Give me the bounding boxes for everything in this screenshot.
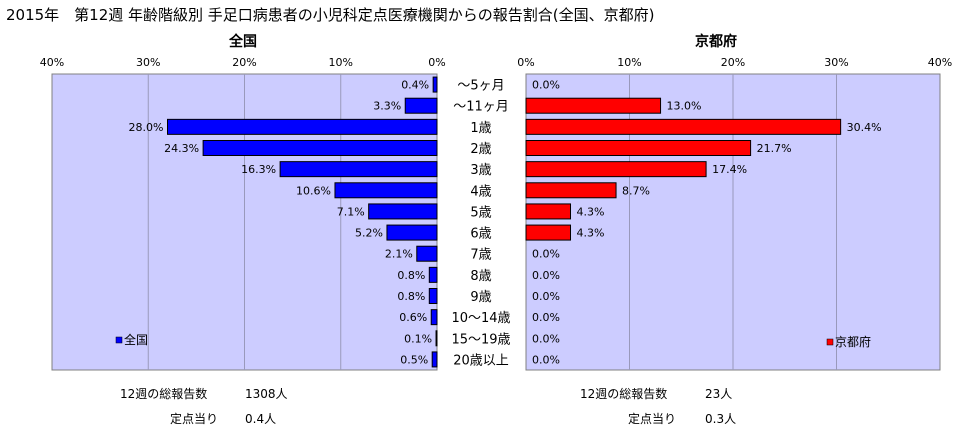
- kyoto-per-label: 定点当り: [628, 412, 677, 426]
- kyoto-bar: [525, 97, 662, 114]
- national-data-label: 2.1%: [385, 248, 413, 261]
- kyoto-tick-label: 10%: [617, 56, 641, 69]
- kyoto-tick-label: 40%: [928, 56, 952, 69]
- kyoto-tick-label: 20%: [721, 56, 745, 69]
- national-legend-label: 全国: [124, 332, 148, 347]
- kyoto-legend-label: 京都府: [835, 334, 871, 349]
- national-data-label: 0.6%: [399, 311, 427, 324]
- kyoto-legend-swatch: [826, 338, 834, 346]
- national-tick-label: 0%: [428, 56, 445, 69]
- national-bar: [416, 245, 438, 262]
- national-data-label: 5.2%: [355, 227, 383, 240]
- kyoto-per-value: 0.3人: [705, 412, 737, 426]
- national-data-label: 0.8%: [397, 269, 425, 282]
- kyoto-panel-title: 京都府: [695, 33, 737, 50]
- kyoto-data-label: 0.0%: [532, 79, 560, 92]
- kyoto-bar: [525, 161, 707, 178]
- national-bar: [430, 309, 438, 326]
- chart-title: 2015年 第12週 年齢階級別 手足口病患者の小児科定点医療機関からの報告割合…: [6, 6, 655, 24]
- national-data-label: 16.3%: [241, 163, 276, 176]
- category-label: 7歳: [470, 248, 491, 263]
- kyoto-tick-label: 0%: [517, 56, 534, 69]
- kyoto-data-label: 4.3%: [577, 205, 605, 218]
- national-data-label: 7.1%: [337, 205, 365, 218]
- national-bar: [334, 182, 438, 199]
- kyoto-data-label: 0.0%: [532, 269, 560, 282]
- kyoto-data-label: 0.0%: [532, 248, 560, 261]
- category-label: 8歳: [470, 269, 491, 284]
- category-label: 5歳: [470, 205, 491, 220]
- national-legend-swatch: [115, 336, 123, 344]
- national-per-value: 0.4人: [245, 412, 277, 426]
- national-tick-label: 30%: [136, 56, 160, 69]
- category-label: 15～19歳: [451, 332, 510, 347]
- national-panel-title: 全国: [228, 33, 257, 50]
- national-per-label: 定点当り: [170, 412, 219, 426]
- category-label: 2歳: [470, 142, 491, 157]
- kyoto-data-label: 13.0%: [667, 100, 702, 113]
- kyoto-tick-label: 30%: [824, 56, 848, 69]
- national-data-label: 3.3%: [373, 100, 401, 113]
- national-bar: [435, 330, 438, 347]
- national-bar: [428, 288, 438, 304]
- national-data-label: 0.8%: [397, 290, 425, 303]
- national-total-value: 1308人: [245, 387, 288, 401]
- national-bar: [428, 266, 438, 283]
- kyoto-data-label: 8.7%: [622, 184, 650, 197]
- national-bar: [279, 161, 438, 178]
- category-label: 4歳: [470, 184, 491, 199]
- kyoto-data-label: 0.0%: [532, 290, 560, 303]
- national-bar: [386, 224, 438, 241]
- kyoto-total-label: 12週の総報告数: [580, 387, 668, 401]
- kyoto-data-label: 0.0%: [532, 353, 560, 366]
- category-label: 6歳: [470, 227, 491, 242]
- kyoto-data-label: 0.0%: [532, 332, 560, 345]
- category-label: 20歳以上: [453, 353, 509, 368]
- kyoto-bar: [525, 224, 572, 241]
- national-bar: [431, 351, 438, 368]
- national-tick-label: 20%: [232, 56, 256, 69]
- kyoto-data-label: 0.0%: [532, 311, 560, 324]
- kyoto-data-label: 4.3%: [577, 227, 605, 240]
- national-data-label: 28.0%: [129, 121, 164, 134]
- kyoto-data-label: 21.7%: [757, 142, 792, 155]
- national-bar: [202, 140, 438, 156]
- national-data-label: 0.5%: [400, 353, 428, 366]
- national-data-label: 10.6%: [296, 184, 331, 197]
- national-data-label: 0.4%: [401, 79, 429, 92]
- national-bar: [167, 118, 438, 135]
- kyoto-data-label: 30.4%: [847, 121, 882, 134]
- national-bar: [404, 97, 438, 114]
- kyoto-data-label: 17.4%: [712, 163, 747, 176]
- category-label: 10～14歳: [451, 311, 510, 326]
- kyoto-bar: [525, 182, 617, 199]
- category-label: ～11ヶ月: [453, 100, 509, 115]
- national-data-label: 0.1%: [404, 332, 432, 345]
- kyoto-bar: [525, 203, 572, 220]
- category-label: ～5ヶ月: [457, 79, 504, 94]
- kyoto-bar: [525, 140, 752, 156]
- national-total-label: 12週の総報告数: [120, 387, 208, 401]
- national-bar: [368, 203, 438, 220]
- category-label: 1歳: [470, 121, 491, 136]
- category-label: 3歳: [470, 163, 491, 178]
- kyoto-total-value: 23人: [705, 387, 733, 401]
- national-tick-label: 40%: [40, 56, 64, 69]
- kyoto-bar: [525, 118, 842, 135]
- national-bar: [432, 76, 438, 93]
- national-data-label: 24.3%: [164, 142, 199, 155]
- national-tick-label: 10%: [329, 56, 353, 69]
- category-label: 9歳: [470, 290, 491, 305]
